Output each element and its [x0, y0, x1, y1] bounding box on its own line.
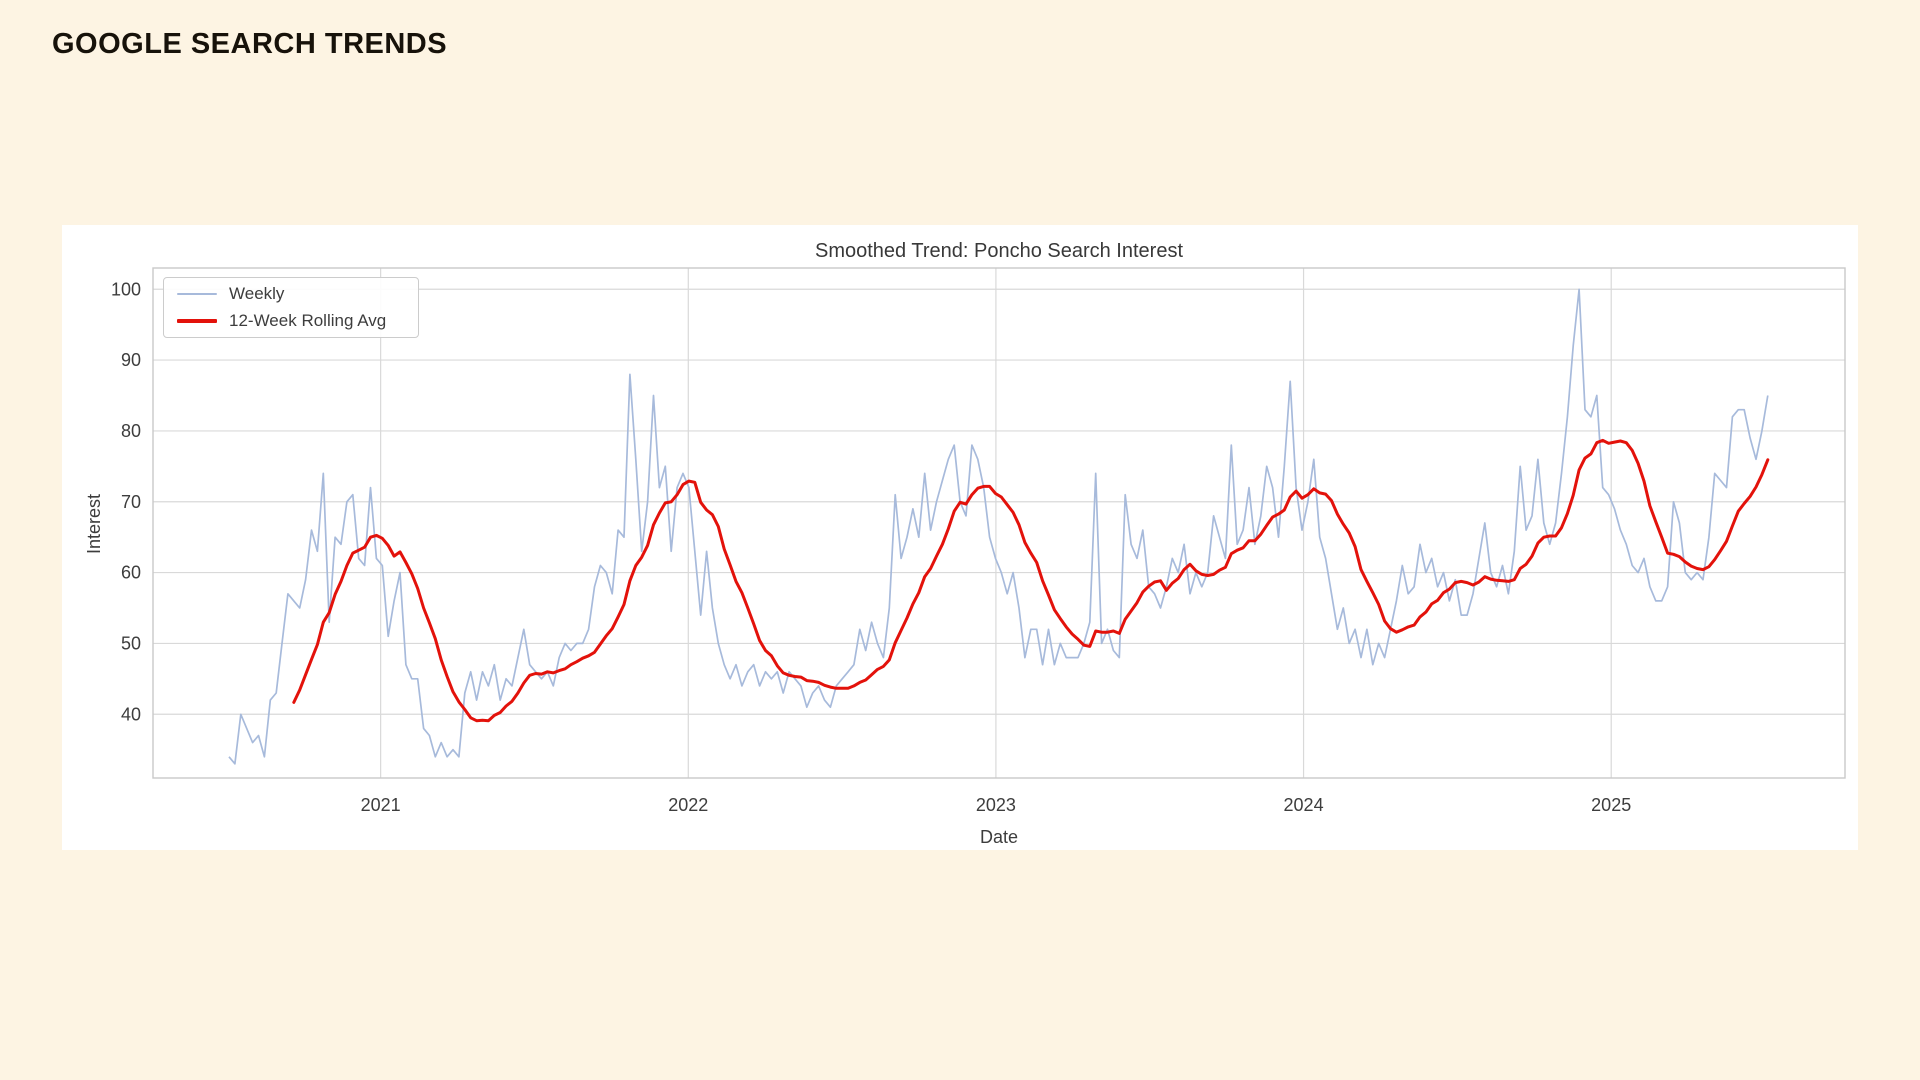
chart-card: Smoothed Trend: Poncho Search Interest I… — [62, 225, 1858, 850]
weekly-line-swatch — [177, 293, 217, 295]
legend-entry-weekly: Weekly — [164, 283, 418, 305]
svg-text:80: 80 — [121, 421, 141, 441]
svg-text:2022: 2022 — [668, 795, 708, 815]
svg-text:2024: 2024 — [1284, 795, 1324, 815]
svg-text:100: 100 — [111, 279, 141, 299]
x-axis-label: Date — [979, 827, 1019, 847]
svg-text:60: 60 — [121, 563, 141, 583]
legend-label-weekly: Weekly — [229, 284, 285, 303]
legend: Weekly 12-Week Rolling Avg — [163, 277, 419, 338]
svg-text:70: 70 — [121, 492, 141, 512]
line-chart-plot: 40 50 60 70 80 90 100 2021 2022 2023 2024 2025 — [111, 267, 1846, 815]
rolling-avg-line — [292, 438, 1770, 723]
gridlines — [153, 268, 1845, 778]
page-title: GOOGLE SEARCH TRENDS — [52, 28, 448, 60]
svg-text:2023: 2023 — [976, 795, 1016, 815]
y-tick-labels: 40 50 60 70 80 90 100 — [111, 279, 141, 724]
chart-title: Smoothed Trend: Poncho Search Interest — [815, 240, 1183, 262]
legend-entry-rolling-avg: 12-Week Rolling Avg — [164, 310, 418, 332]
svg-text:50: 50 — [121, 633, 141, 653]
plot-border — [152, 267, 1846, 779]
svg-text:2021: 2021 — [361, 795, 401, 815]
svg-text:90: 90 — [121, 350, 141, 370]
legend-label-rolling-avg: 12-Week Rolling Avg — [229, 311, 387, 330]
x-tick-labels: 2021 2022 2023 2024 2025 — [361, 795, 1632, 815]
weekly-line — [228, 288, 1769, 765]
svg-text:40: 40 — [121, 704, 141, 724]
svg-text:2025: 2025 — [1591, 795, 1631, 815]
rolling-avg-line-swatch — [177, 319, 217, 323]
